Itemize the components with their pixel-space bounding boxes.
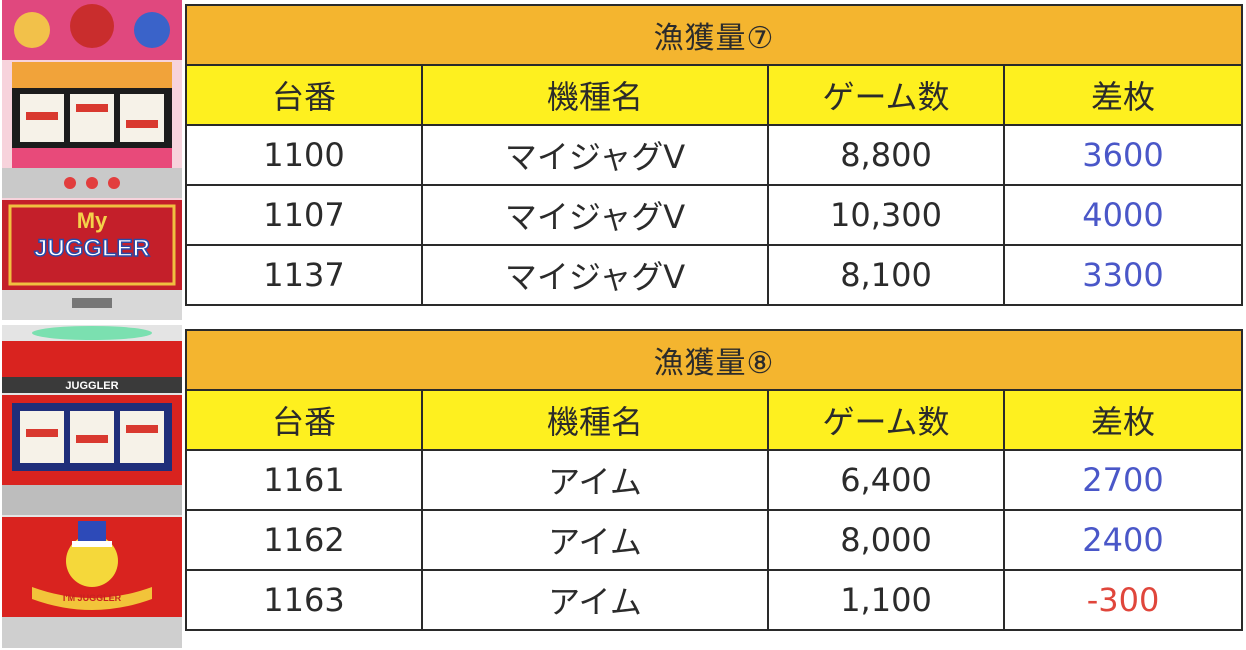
cell-difference: 3600 <box>1002 124 1244 186</box>
cell-model: マイジャグV <box>421 244 769 306</box>
cell-difference: 4000 <box>1002 184 1244 246</box>
cell-model: アイム <box>421 509 769 571</box>
cell-games: 10,300 <box>767 184 1005 246</box>
cell-difference: -300 <box>1002 569 1244 631</box>
table-row: 1100 マイジャグV 8,800 3600 <box>185 124 1244 186</box>
machine1-logo-juggler: JUGGLER <box>34 235 150 262</box>
column-header-games: ゲーム数 <box>767 389 1005 451</box>
cell-games: 8,000 <box>767 509 1005 571</box>
cell-difference: 3300 <box>1002 244 1244 306</box>
table-title: 漁獲量⑧ <box>184 329 1244 391</box>
catch-table-8: 漁獲量⑧ 台番 機種名 ゲーム数 差枚 1161 アイム 6,400 2700 … <box>184 329 1244 631</box>
cell-model: マイジャグV <box>421 124 769 186</box>
catch-table-7: 漁獲量⑦ 台番 機種名 ゲーム数 差枚 1100 マイジャグV 8,800 36… <box>184 4 1244 306</box>
table-row: 1137 マイジャグV 8,100 3300 <box>185 244 1244 306</box>
column-header-machine-no: 台番 <box>185 64 423 126</box>
cell-difference: 2400 <box>1002 509 1244 571</box>
column-header-model: 機種名 <box>421 389 769 451</box>
table-row: 1107 マイジャグV 10,300 4000 <box>185 184 1244 246</box>
column-header-model: 機種名 <box>421 64 769 126</box>
cell-games: 8,100 <box>767 244 1005 306</box>
cell-machine-no: 1107 <box>185 184 423 246</box>
cell-model: マイジャグV <box>421 184 769 246</box>
column-header-difference: 差枚 <box>1002 64 1244 126</box>
column-header-difference: 差枚 <box>1002 389 1244 451</box>
machine1-logo-my: My <box>77 208 108 233</box>
im-juggler-machine-image: JUGGLER I'M JUGGLER <box>2 325 182 648</box>
cell-machine-no: 1100 <box>185 124 423 186</box>
my-juggler-machine-image: My JUGGLER <box>2 0 182 320</box>
cell-difference: 2700 <box>1002 449 1244 511</box>
cell-games: 6,400 <box>767 449 1005 511</box>
cell-games: 8,800 <box>767 124 1005 186</box>
cell-machine-no: 1162 <box>185 509 423 571</box>
column-header-machine-no: 台番 <box>185 389 423 451</box>
column-header-games: ゲーム数 <box>767 64 1005 126</box>
cell-model: アイム <box>421 569 769 631</box>
cell-machine-no: 1161 <box>185 449 423 511</box>
table-row: 1163 アイム 1,100 -300 <box>185 569 1244 631</box>
machine2-logo: I'M JUGGLER <box>63 593 122 603</box>
cell-machine-no: 1163 <box>185 569 423 631</box>
table-row: 1161 アイム 6,400 2700 <box>185 449 1244 511</box>
table-title: 漁獲量⑦ <box>184 4 1244 66</box>
cell-machine-no: 1137 <box>185 244 423 306</box>
table-row: 1162 アイム 8,000 2400 <box>185 509 1244 571</box>
machine2-banner: JUGGLER <box>65 380 118 392</box>
cell-games: 1,100 <box>767 569 1005 631</box>
cell-model: アイム <box>421 449 769 511</box>
